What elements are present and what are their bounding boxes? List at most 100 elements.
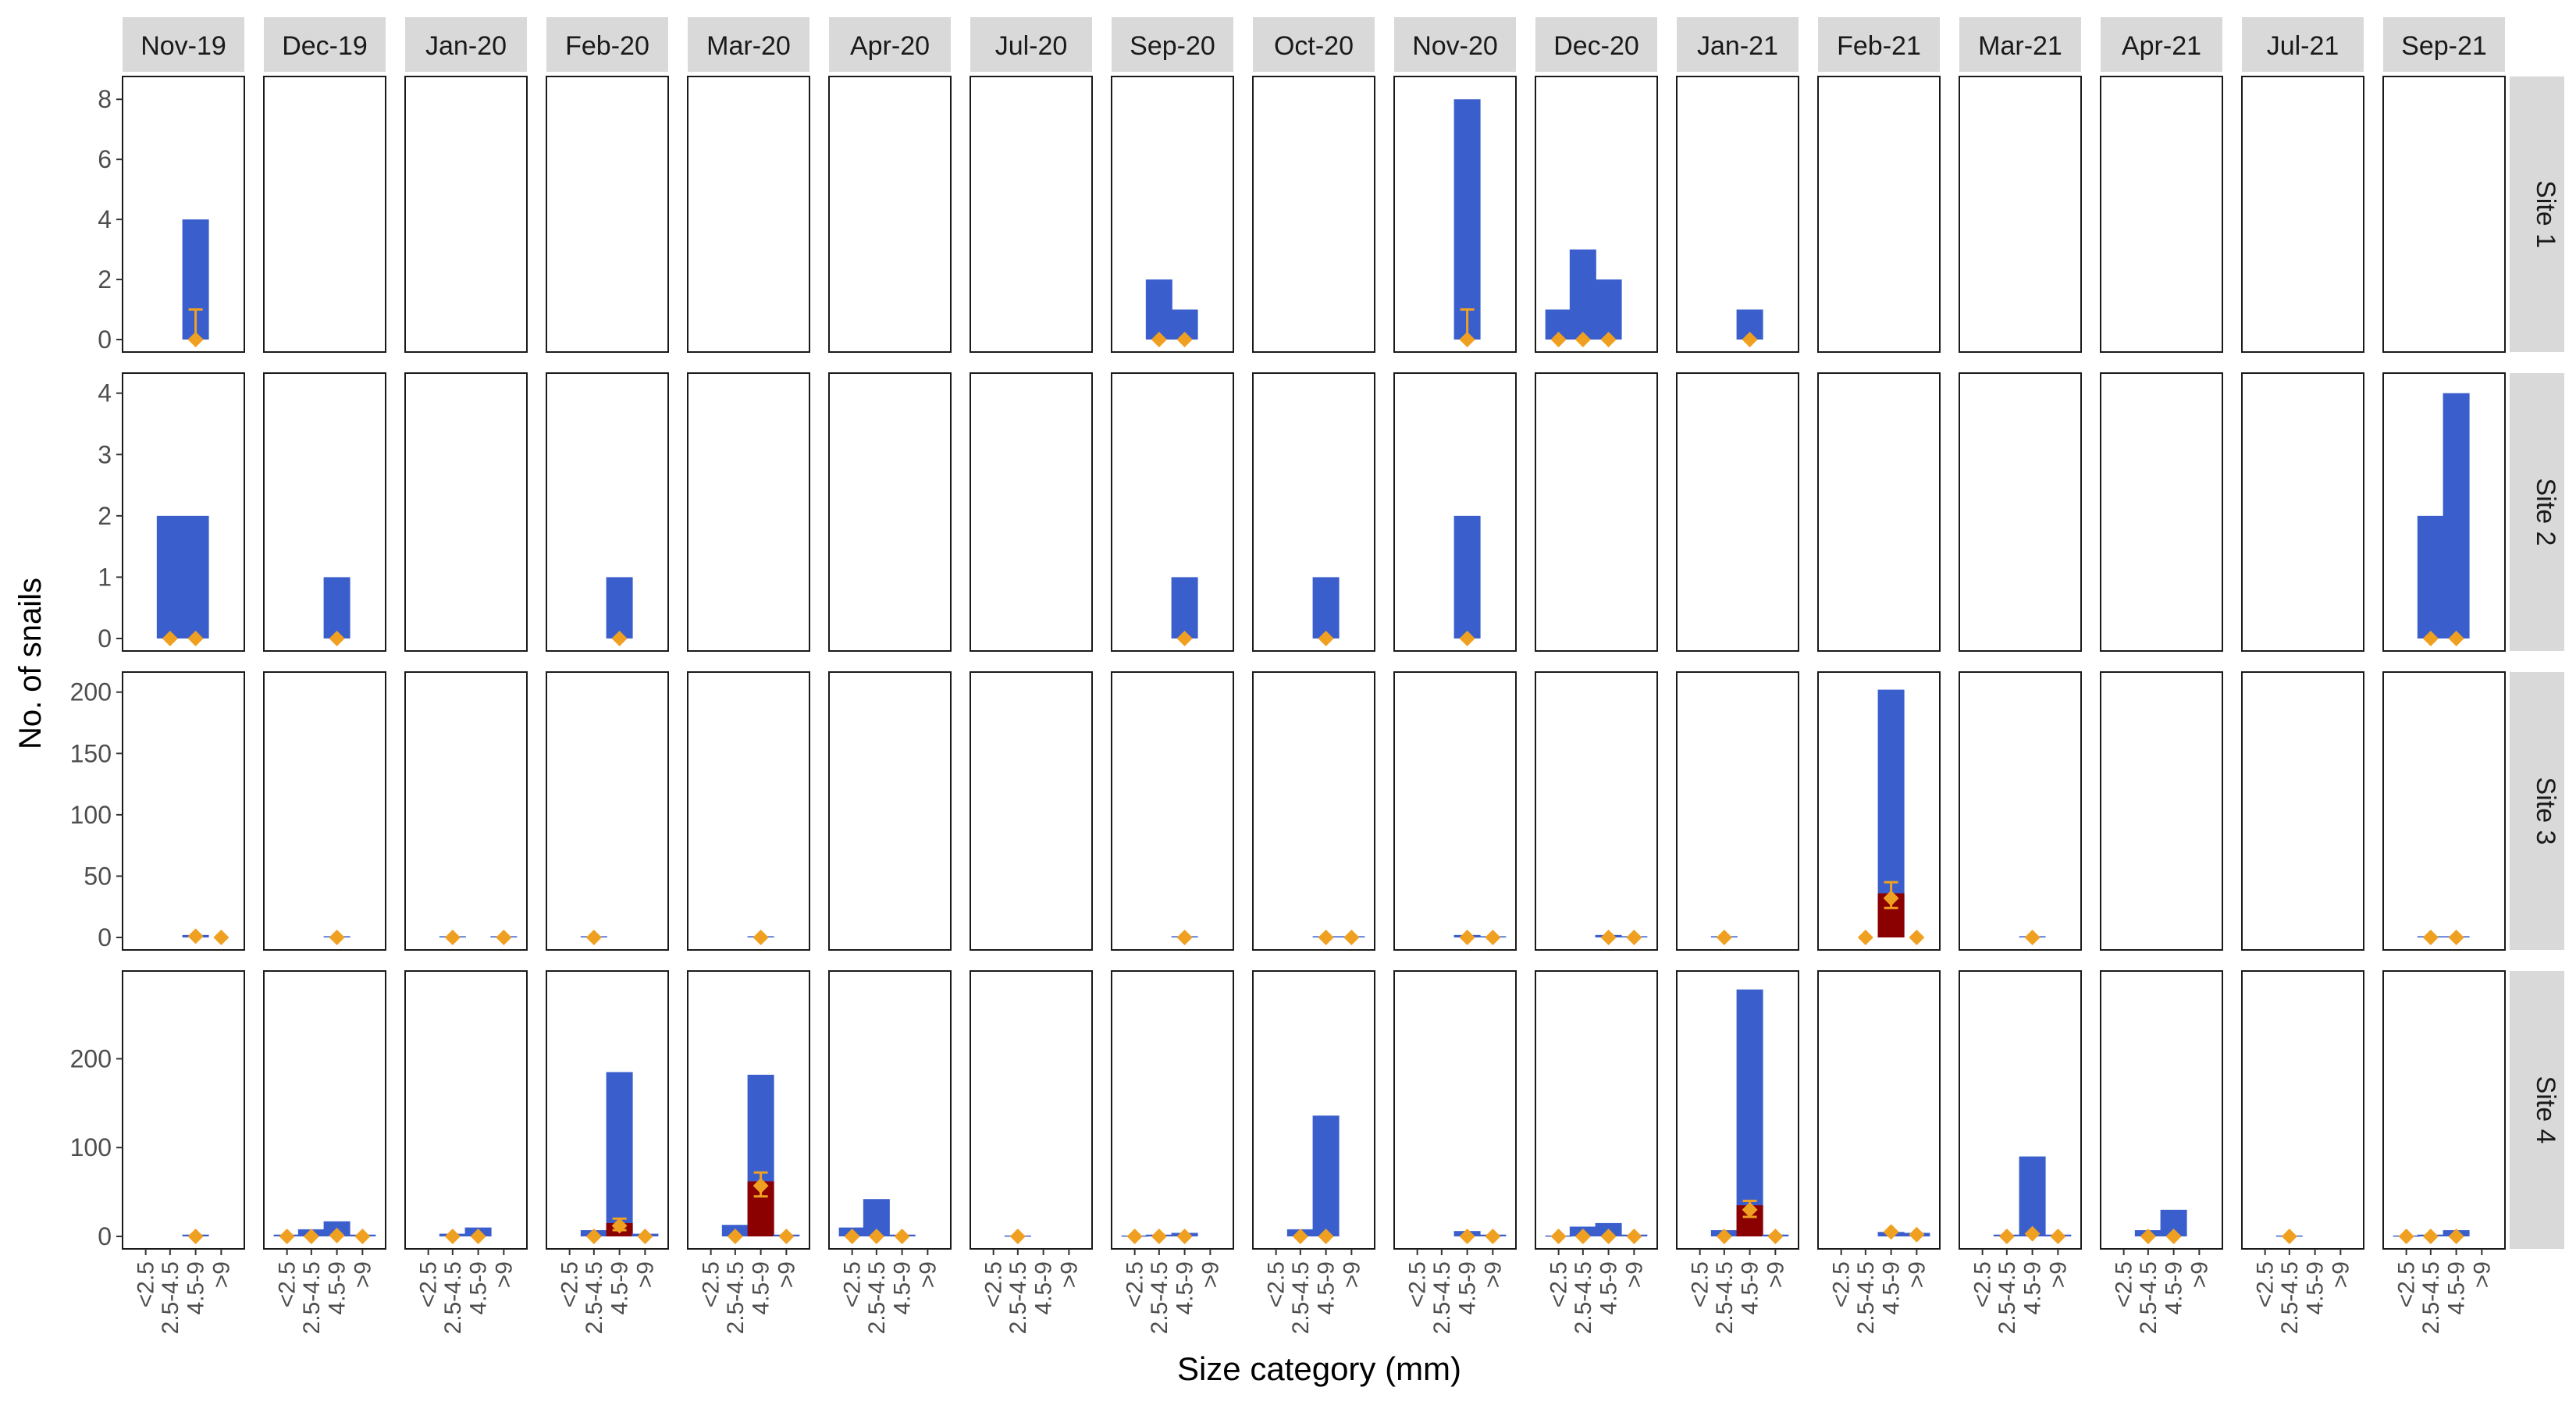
- panel: [1817, 671, 1941, 951]
- prevalence-point: [1009, 1229, 1026, 1244]
- panel-border: [828, 76, 952, 353]
- prevalence-point: [637, 1229, 653, 1244]
- panel: [2100, 970, 2223, 1250]
- panel-border: [1535, 970, 1658, 1250]
- panel: [1959, 671, 2082, 951]
- panel: [1252, 372, 1375, 652]
- prevalence-point: [1126, 1229, 1143, 1244]
- panel-border: [122, 970, 245, 1250]
- prevalence-point: [187, 631, 204, 646]
- y-tick-label: 0: [98, 325, 112, 354]
- x-tick-label: >9: [1480, 1261, 1506, 1288]
- x-tick-label: 4.5-9: [607, 1261, 633, 1314]
- total-bar: [2443, 393, 2470, 638]
- total-bar: [2417, 515, 2444, 638]
- x-tick-label: >9: [2328, 1261, 2354, 1288]
- prevalence-point: [1550, 1229, 1567, 1244]
- panel-border: [2382, 76, 2506, 353]
- prevalence-point: [1459, 631, 1475, 646]
- prevalence-point: [1459, 930, 1475, 945]
- x-tick-label: 2.5-4.5: [1712, 1261, 1738, 1334]
- month-strip-bg: [546, 17, 668, 72]
- panel-border: [2382, 372, 2506, 652]
- x-tick-label: 4.5-9: [1031, 1261, 1057, 1314]
- x-tick-label: 2.5-4.5: [723, 1261, 749, 1334]
- month-strip-label: Mar-20: [706, 31, 791, 61]
- panel-border: [1393, 372, 1517, 652]
- prevalence-point: [1151, 1229, 1167, 1244]
- x-tick-label: 2.5-4.5: [158, 1261, 183, 1334]
- month-strip-bg: [688, 17, 809, 72]
- x-tick-label: >9: [774, 1261, 799, 1288]
- total-bar: [182, 515, 209, 638]
- x-tick-label: 4.5-9: [749, 1261, 774, 1314]
- prevalence-point: [444, 930, 461, 945]
- x-tick-label: 4.5-9: [1455, 1261, 1481, 1314]
- prevalence-point: [1857, 930, 1873, 945]
- panel-border: [122, 671, 245, 951]
- panel-border: [1959, 671, 2082, 951]
- panel-border: [1111, 372, 1234, 652]
- panel-border: [1959, 76, 2082, 353]
- y-tick-label: 150: [70, 739, 112, 767]
- prevalence-point: [213, 930, 229, 945]
- x-tick-label: <2.5: [2253, 1261, 2279, 1307]
- panel-border: [263, 372, 386, 652]
- x-tick-label: 2.5-4.5: [1005, 1261, 1031, 1334]
- month-strip-bg: [1677, 17, 1799, 72]
- panel: [263, 671, 386, 951]
- prevalence-point: [727, 1229, 743, 1244]
- total-bar: [1453, 515, 1481, 638]
- panel-border: [1111, 671, 1234, 951]
- panel: [1535, 372, 1658, 652]
- panel: [828, 671, 952, 951]
- x-tick-label: 2.5-4.5: [2418, 1261, 2444, 1334]
- panel-border: [122, 372, 245, 652]
- panel: [1817, 372, 1941, 652]
- month-strip-label: Jan-20: [425, 31, 507, 61]
- total-bar: [1312, 577, 1340, 638]
- panel: [1111, 671, 1234, 951]
- panel: [263, 372, 386, 652]
- prevalence-point: [2422, 631, 2439, 646]
- y-tick-label: 0: [98, 1222, 112, 1250]
- panel-border: [263, 671, 386, 951]
- prevalence-point: [2165, 1229, 2182, 1244]
- prevalence-point: [2024, 1225, 2041, 1242]
- prevalence-point: [1600, 930, 1617, 945]
- prevalence-point: [1485, 1229, 1501, 1244]
- month-strip-bg: [970, 17, 1092, 72]
- x-tick-label: 2.5-4.5: [1994, 1261, 2020, 1334]
- x-tick-label: 4.5-9: [2444, 1261, 2470, 1314]
- prevalence-point: [279, 1229, 295, 1244]
- x-tick-label: 2.5-4.5: [1147, 1261, 1172, 1334]
- panel-border: [122, 76, 245, 353]
- panel: [122, 671, 245, 951]
- panel: [1393, 970, 1517, 1250]
- total-bar: [606, 1072, 633, 1236]
- panel: [2241, 372, 2364, 652]
- x-tick-label: 4.5-9: [325, 1261, 350, 1314]
- x-tick-label: <2.5: [2112, 1261, 2137, 1307]
- x-tick-label: >9: [350, 1261, 375, 1288]
- panel: [1111, 372, 1234, 652]
- x-tick-label: 2.5-4.5: [440, 1261, 466, 1334]
- chart-panels: [122, 76, 2506, 1250]
- panel: [1252, 671, 1375, 951]
- x-tick-label: >9: [1197, 1261, 1223, 1288]
- prevalence-point: [354, 1229, 371, 1244]
- panel: [263, 970, 386, 1250]
- prevalence-point: [2281, 1229, 2297, 1244]
- panel: [546, 372, 669, 652]
- prevalence-point: [1343, 930, 1360, 945]
- x-tick-label: 4.5-9: [1596, 1261, 1622, 1314]
- prevalence-point: [1318, 631, 1334, 646]
- y-tick-label: 8: [98, 85, 112, 113]
- month-strip-bg: [264, 17, 386, 72]
- x-tick-label: >9: [208, 1261, 234, 1288]
- panel: [122, 76, 245, 353]
- prevalence-point: [329, 1227, 345, 1243]
- y-tick-label: 100: [70, 1133, 112, 1161]
- prevalence-point: [329, 930, 345, 945]
- panel-border: [404, 372, 528, 652]
